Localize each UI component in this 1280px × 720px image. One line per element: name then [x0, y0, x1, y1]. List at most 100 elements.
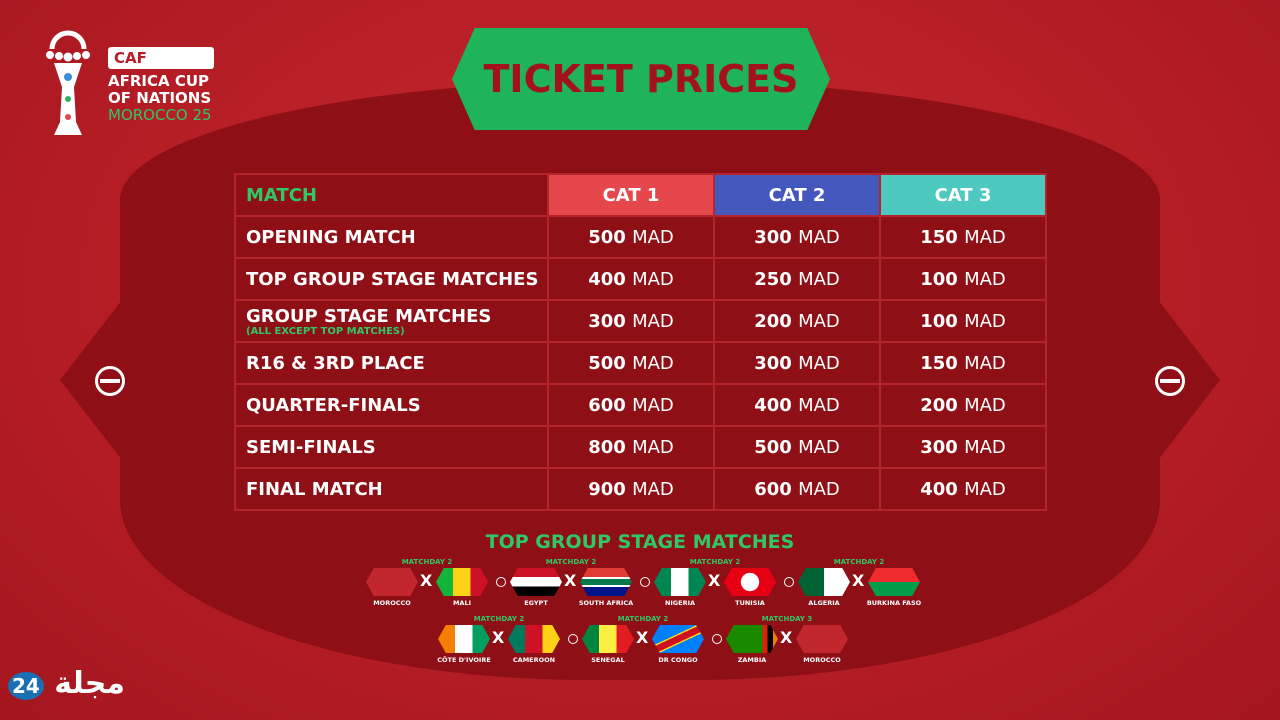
matchday-label: MATCHDAY 2 [833, 558, 885, 566]
versus-label: X [420, 571, 433, 590]
currency: MAD [632, 310, 674, 332]
ornament-icon-left [95, 366, 125, 396]
match-label: QUARTER-FINALS [246, 394, 421, 416]
flag-away-icon [868, 568, 920, 596]
price-cat2: 400 MAD [713, 383, 881, 427]
ornament-icon-right [1155, 366, 1185, 396]
home-team: EGYPT [524, 599, 548, 607]
header-cat1: CAT 1 [547, 173, 715, 217]
currency: MAD [632, 436, 674, 458]
flag-away-icon [580, 568, 632, 596]
match-label: GROUP STAGE MATCHES [246, 305, 492, 327]
match-label: TOP GROUP STAGE MATCHES [246, 268, 539, 290]
away-team: MALI [452, 599, 472, 607]
currency: MAD [964, 436, 1006, 458]
price-value: 100 [920, 310, 958, 332]
matchday-label: MATCHDAY 2 [401, 558, 453, 566]
price-cat3: 100 MAD [879, 299, 1047, 343]
currency: MAD [964, 352, 1006, 374]
currency: MAD [632, 268, 674, 290]
home-team: ZAMBIA [737, 656, 767, 664]
top-match: MATCHDAY 2 X NIGERIA TUNISIA [654, 558, 804, 614]
top-match: MATCHDAY 2 X MOROCCO MALI [366, 558, 516, 614]
price-cat2: 500 MAD [713, 425, 881, 469]
match-name: R16 & 3RD PLACE [234, 341, 549, 385]
flag-home-icon [510, 568, 562, 596]
top-match: MATCHDAY 2 X EGYPT SOUTH AFRICA [510, 558, 660, 614]
away-team: BURKINA FASO [866, 599, 922, 607]
matchday-label: MATCHDAY 2 [617, 615, 669, 623]
match-label: FINAL MATCH [246, 478, 383, 500]
top-match: MATCHDAY 2 X CÔTE D'IVOIRE CAMEROON [437, 615, 588, 671]
currency: MAD [798, 352, 840, 374]
currency: MAD [964, 394, 1006, 416]
table-row: QUARTER-FINALS 600 MAD 400 MAD 200 MAD [234, 383, 1047, 427]
price-value: 400 [920, 478, 958, 500]
separator-icon [784, 577, 794, 587]
matchday-label: MATCHDAY 2 [689, 558, 741, 566]
table-row: GROUP STAGE MATCHES (ALL EXCEPT TOP MATCH… [234, 299, 1047, 343]
home-team: MOROCCO [373, 599, 411, 607]
title-banner: TICKET PRICES [452, 28, 830, 130]
price-cat1: 400 MAD [547, 257, 715, 301]
away-team: CAMEROON [512, 656, 556, 664]
header-match: MATCH [234, 173, 549, 217]
match-name: GROUP STAGE MATCHES (ALL EXCEPT TOP MATCH… [234, 299, 549, 343]
price-value: 500 [754, 436, 792, 458]
matchday-label: MATCHDAY 3 [761, 615, 813, 623]
flag-away-icon [796, 625, 848, 653]
price-cat3: 400 MAD [879, 467, 1047, 511]
price-cat3: 150 MAD [879, 341, 1047, 385]
away-team: DR CONGO [658, 656, 698, 664]
price-value: 300 [754, 226, 792, 248]
separator-icon [640, 577, 650, 587]
versus-label: X [564, 571, 577, 590]
separator-icon [712, 634, 722, 644]
logo-line-2: OF NATIONS [108, 89, 212, 107]
currency: MAD [964, 226, 1006, 248]
match-name: SEMI-FINALS [234, 425, 549, 469]
flag-away-icon [508, 625, 560, 653]
price-cat1: 500 MAD [547, 215, 715, 259]
price-cat2: 250 MAD [713, 257, 881, 301]
versus-label: X [708, 571, 721, 590]
watermark-number: 24 [8, 672, 44, 700]
header-cat2: CAT 2 [713, 173, 881, 217]
trophy-icon [46, 30, 90, 135]
versus-label: X [780, 628, 793, 647]
flag-home-icon [366, 568, 418, 596]
table-row: SEMI-FINALS 800 MAD 500 MAD 300 MAD [234, 425, 1047, 469]
match-note: (ALL EXCEPT TOP MATCHES) [246, 325, 405, 337]
away-team: MOROCCO [803, 656, 841, 664]
currency: MAD [798, 436, 840, 458]
price-cat3: 200 MAD [879, 383, 1047, 427]
match-label: R16 & 3RD PLACE [246, 352, 425, 374]
ticket-price-table: MATCH CAT 1 CAT 2 CAT 3 OPENING MATCH 500… [234, 173, 1047, 511]
price-value: 300 [920, 436, 958, 458]
price-cat1: 500 MAD [547, 341, 715, 385]
currency: MAD [798, 268, 840, 290]
flag-away-icon [724, 568, 776, 596]
header-cat3: CAT 3 [879, 173, 1047, 217]
versus-label: X [636, 628, 649, 647]
price-value: 500 [588, 352, 626, 374]
matchday-label: MATCHDAY 2 [545, 558, 597, 566]
price-value: 400 [588, 268, 626, 290]
currency: MAD [964, 268, 1006, 290]
price-cat3: 150 MAD [879, 215, 1047, 259]
price-value: 150 [920, 352, 958, 374]
top-matches-title: TOP GROUP STAGE MATCHES [485, 531, 795, 553]
price-value: 200 [920, 394, 958, 416]
currency: MAD [632, 226, 674, 248]
price-value: 300 [588, 310, 626, 332]
match-label: OPENING MATCH [246, 226, 416, 248]
separator-icon [568, 634, 578, 644]
flag-home-icon [438, 625, 490, 653]
currency: MAD [798, 310, 840, 332]
caf-badge: CAF [108, 47, 214, 69]
price-value: 900 [588, 478, 626, 500]
match-label: SEMI-FINALS [246, 436, 376, 458]
match-name: QUARTER-FINALS [234, 383, 549, 427]
flag-home-icon [726, 625, 778, 653]
top-match: MATCHDAY 3 X ZAMBIA MOROCCO [726, 615, 876, 671]
